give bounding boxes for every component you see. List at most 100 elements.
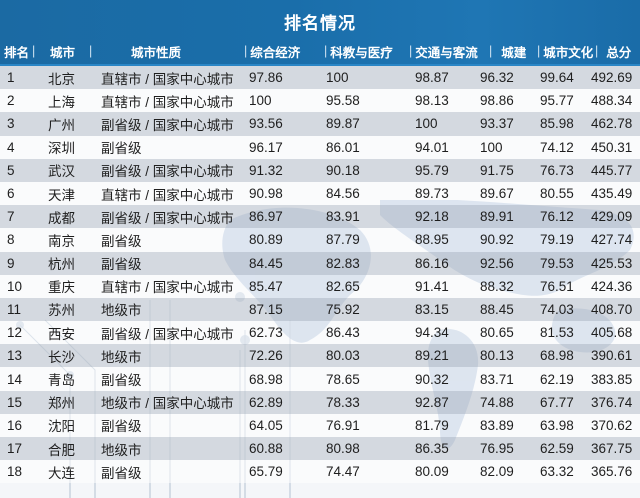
cell-economy: 90.98: [249, 186, 283, 202]
cell-culture: 68.98: [540, 348, 574, 364]
cell-culture: 85.98: [540, 116, 574, 132]
cell-rank: 5: [7, 162, 15, 178]
separator: |: [409, 44, 413, 58]
cell-rank: 11: [7, 301, 22, 317]
cell-transport: 95.79: [415, 162, 449, 178]
cell-culture: 62.59: [540, 441, 574, 457]
cell-transport: 80.09: [415, 464, 449, 480]
cell-construction: 83.71: [480, 371, 514, 387]
cell-total: 450.31: [591, 139, 633, 155]
cell-transport: 83.15: [415, 301, 449, 317]
table-row: 13 长沙 地级市 72.26 80.03 89.21 80.13 68.98 …: [0, 344, 640, 368]
cell-economy: 93.56: [249, 116, 283, 132]
cell-total: 424.36: [591, 278, 633, 294]
cell-total: 462.78: [591, 116, 633, 132]
cell-city: 南京: [48, 233, 75, 249]
cell-economy: 86.97: [249, 209, 283, 225]
cell-city-type: 副省级: [101, 419, 142, 435]
cell-rank: 13: [7, 348, 23, 364]
table-row: 4 深圳 副省级 96.17 86.01 94.01 100 74.12 450…: [0, 135, 640, 159]
cell-rank: 8: [7, 232, 15, 248]
cell-city: 上海: [48, 94, 75, 110]
cell-total: 445.77: [591, 162, 633, 178]
cell-economy: 68.98: [249, 371, 283, 387]
table-header: 排名情况 排名 | 城市 | 城市性质 | 综合经济 | 科教与医疗 | 交通与客流 | 城…: [0, 0, 640, 66]
cell-total: 405.68: [591, 325, 633, 341]
cell-rank: 1: [7, 70, 15, 86]
cell-city: 郑州: [48, 396, 75, 412]
cell-total: 367.75: [591, 441, 633, 457]
col-header-construction: | 城建: [489, 44, 527, 60]
cell-culture: 67.77: [540, 394, 574, 410]
cell-transport: 98.13: [415, 93, 449, 109]
table-row: 3 广州 副省级 / 国家中心城市 93.56 89.87 100 93.37 …: [0, 112, 640, 136]
cell-culture: 63.32: [540, 464, 574, 480]
cell-total: 390.61: [591, 348, 633, 364]
cell-transport: 89.21: [415, 348, 449, 364]
cell-city: 广州: [48, 117, 75, 133]
cell-city-type: 副省级: [101, 233, 142, 249]
table-row: 12 西安 副省级 / 国家中心城市 62.73 86.43 94.34 80.…: [0, 321, 640, 345]
page-title: 排名情况: [284, 14, 356, 33]
cell-rank: 9: [7, 255, 15, 271]
cell-rank: 7: [7, 209, 15, 225]
cell-construction: 92.56: [480, 255, 514, 271]
cell-education: 82.65: [326, 278, 360, 294]
column-headers: 排名 | 城市 | 城市性质 | 综合经济 | 科教与医疗 | 交通与客流 | 城建 | 城市…: [0, 38, 640, 64]
separator: |: [89, 44, 93, 58]
table-row: 6 天津 直辖市 / 国家中心城市 90.98 84.56 89.73 89.6…: [0, 181, 640, 206]
cell-economy: 62.73: [249, 325, 283, 341]
cell-economy: 85.47: [249, 278, 283, 294]
cell-total: 370.62: [591, 417, 633, 433]
cell-city-type: 直辖市 / 国家中心城市: [101, 187, 234, 203]
table-row: 10 重庆 直辖市 / 国家中心城市 85.47 82.65 91.41 88.…: [0, 274, 640, 298]
separator: |: [489, 44, 493, 58]
cell-culture: 74.03: [540, 301, 574, 317]
cell-city-type: 副省级: [101, 257, 142, 273]
cell-city: 武汉: [48, 164, 75, 180]
table-row: 8 南京 副省级 80.89 87.79 88.95 90.92 79.19 4…: [0, 228, 640, 252]
cell-transport: 86.16: [415, 255, 449, 271]
cell-city-type: 副省级: [101, 373, 142, 389]
cell-total: 488.34: [591, 93, 633, 109]
cell-city-type: 直辖市 / 国家中心城市: [101, 94, 234, 110]
cell-transport: 89.73: [415, 186, 449, 202]
cell-economy: 84.45: [249, 255, 283, 271]
cell-construction: 98.86: [480, 93, 514, 109]
cell-economy: 87.15: [249, 301, 283, 317]
cell-transport: 88.95: [415, 232, 449, 248]
ranking-table: 1 北京 直辖市 / 国家中心城市 97.86 100 98.87 96.32 …: [0, 66, 640, 484]
cell-city: 青岛: [48, 373, 75, 389]
cell-rank: 17: [7, 441, 23, 457]
cell-economy: 64.05: [249, 417, 283, 433]
cell-culture: 80.55: [540, 186, 574, 202]
cell-total: 429.09: [591, 209, 633, 225]
cell-city: 苏州: [48, 303, 75, 319]
cell-city: 成都: [48, 210, 75, 226]
cell-transport: 98.87: [415, 70, 449, 86]
cell-education: 100: [326, 70, 349, 86]
cell-economy: 91.32: [249, 162, 283, 178]
col-header-economy: | 综合经济: [244, 44, 301, 60]
cell-city: 沈阳: [48, 419, 75, 435]
cell-culture: 95.77: [540, 93, 574, 109]
cell-education: 78.65: [326, 371, 360, 387]
cell-economy: 60.88: [249, 441, 283, 457]
cell-culture: 63.98: [540, 417, 574, 433]
cell-construction: 93.37: [480, 116, 514, 132]
table-row: 5 武汉 副省级 / 国家中心城市 91.32 90.18 95.79 91.7…: [0, 158, 640, 182]
cell-culture: 99.64: [540, 70, 574, 86]
cell-transport: 81.79: [415, 417, 449, 433]
cell-economy: 62.89: [249, 394, 283, 410]
cell-rank: 16: [7, 417, 23, 433]
cell-city: 长沙: [48, 349, 75, 365]
cell-transport: 100: [415, 116, 438, 132]
cell-city-type: 副省级 / 国家中心城市: [101, 326, 234, 342]
table-row: 1 北京 直辖市 / 国家中心城市 97.86 100 98.87 96.32 …: [0, 66, 640, 90]
cell-total: 408.70: [591, 301, 633, 317]
cell-culture: 81.53: [540, 325, 574, 341]
cell-city: 大连: [48, 465, 75, 481]
cell-transport: 92.87: [415, 394, 449, 410]
table-row: 17 合肥 地级市 60.88 80.98 86.35 76.95 62.59 …: [0, 437, 640, 461]
